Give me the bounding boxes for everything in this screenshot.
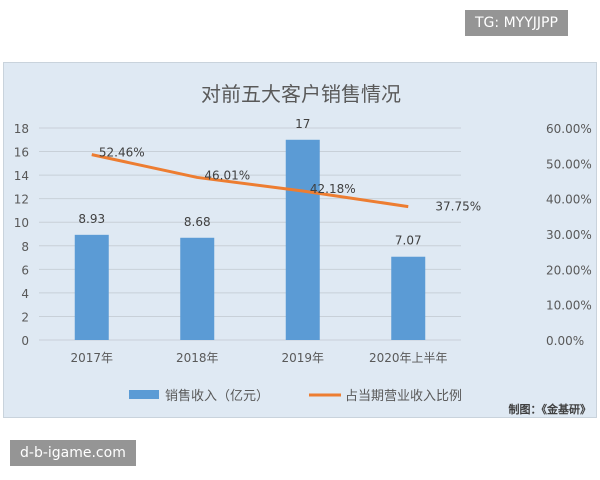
bar-data-label: 8.68 xyxy=(184,215,211,229)
legend-bar-label: 销售收入（亿元） xyxy=(165,388,269,404)
left-tick-label: 18 xyxy=(14,122,29,136)
bar xyxy=(74,234,109,340)
right-tick-label: 10.00% xyxy=(546,299,592,313)
right-tick-label: 40.00% xyxy=(546,193,592,207)
right-tick-label: 0.00% xyxy=(546,334,584,348)
line-data-label: 42.18% xyxy=(310,182,356,196)
left-tick-label: 12 xyxy=(14,193,29,207)
bar-data-label: 17 xyxy=(295,117,310,131)
left-tick-label: 8 xyxy=(21,240,29,254)
left-tick-label: 4 xyxy=(21,287,29,301)
bar xyxy=(285,139,320,340)
right-tick-label: 30.00% xyxy=(546,228,592,242)
x-tick-label: 2018年 xyxy=(176,351,219,365)
right-tick-label: 50.00% xyxy=(546,157,592,171)
x-tick-label: 2020年上半年 xyxy=(369,351,448,365)
legend-bar-swatch xyxy=(129,390,159,399)
bar xyxy=(180,237,215,340)
right-tick-label: 60.00% xyxy=(546,122,592,136)
left-tick-label: 0 xyxy=(21,334,29,348)
chart-title: 对前五大客户销售情况 xyxy=(201,82,401,106)
left-tick-label: 10 xyxy=(14,216,29,230)
right-tick-label: 20.00% xyxy=(546,263,592,277)
left-tick-label: 2 xyxy=(21,310,29,324)
chart-credit: 制图：《金基研》 xyxy=(509,402,592,416)
left-tick-label: 14 xyxy=(14,169,29,183)
line-series xyxy=(91,153,409,209)
x-tick-label: 2017年 xyxy=(70,351,113,365)
bar-data-label: 8.93 xyxy=(78,212,105,226)
line-data-label: 37.75% xyxy=(435,200,481,214)
bar-data-label: 7.07 xyxy=(395,234,422,248)
chart: 对前五大客户销售情况 0 2 4 6 8 10 12 14 16 18 0.00% 10.00% 20.0… xyxy=(14,82,592,416)
bar xyxy=(391,256,426,340)
legend-line-label: 占当期营业收入比例 xyxy=(345,389,462,404)
chart-panel: 对前五大客户销售情况 0 2 4 6 8 10 12 14 16 18 0.00% 10.00% 20.0… xyxy=(3,62,597,418)
line-data-label: 46.01% xyxy=(204,168,250,182)
watermark-bottom: d-b-igame.com xyxy=(10,440,136,466)
left-tick-label: 6 xyxy=(21,263,29,277)
left-tick-label: 16 xyxy=(14,146,29,160)
line-data-label: 52.46% xyxy=(99,146,145,160)
watermark-top: TG: MYYJJPP xyxy=(465,10,568,36)
x-tick-label: 2019年 xyxy=(281,351,324,365)
